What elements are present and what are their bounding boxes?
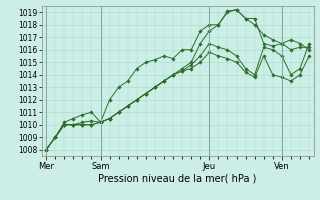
X-axis label: Pression niveau de la mer( hPa ): Pression niveau de la mer( hPa ) — [99, 173, 257, 183]
